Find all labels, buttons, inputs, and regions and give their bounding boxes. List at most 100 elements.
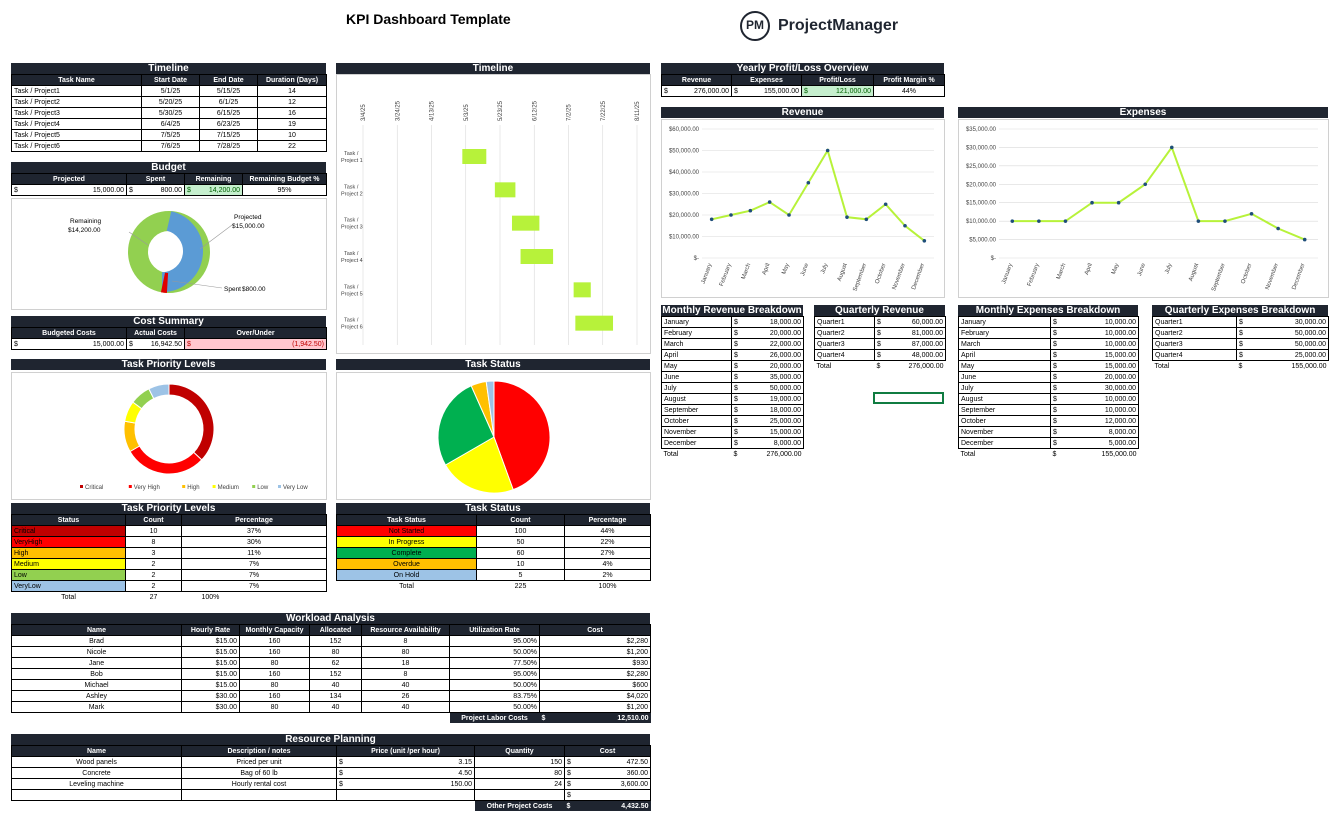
profit-profit-cell[interactable]: $121,000.00	[801, 85, 874, 97]
amount-cell[interactable]: $20,000.00	[731, 360, 804, 372]
status-total-pct[interactable]: 100%	[598, 582, 617, 590]
amount-cell[interactable]: $20,000.00	[1050, 371, 1139, 383]
workload-cell[interactable]: $600	[539, 679, 651, 691]
period-cell[interactable]: July	[661, 382, 732, 394]
priority-status-cell[interactable]: Medium	[11, 558, 126, 570]
period-cell[interactable]: January	[958, 316, 1051, 328]
resource-qty-cell[interactable]: 80	[474, 767, 565, 779]
total-label[interactable]: Total	[663, 450, 679, 458]
period-cell[interactable]: Quarter1	[1152, 316, 1237, 328]
status-count-cell[interactable]: 60	[476, 547, 565, 559]
budget-remaining-pct-cell[interactable]: 95%	[242, 184, 327, 196]
period-cell[interactable]: September	[661, 404, 732, 416]
timeline-cell[interactable]: 7/15/25	[199, 129, 258, 141]
workload-cell[interactable]: $2,280	[539, 668, 651, 680]
timeline-cell[interactable]: 6/15/25	[199, 107, 258, 119]
period-cell[interactable]: March	[661, 338, 732, 350]
timeline-cell[interactable]: 5/20/25	[141, 96, 200, 108]
workload-cell[interactable]: 18	[361, 657, 450, 669]
period-cell[interactable]: April	[958, 349, 1051, 361]
priority-count-cell[interactable]: 8	[125, 536, 182, 548]
workload-cell[interactable]: 152	[309, 635, 362, 647]
timeline-cell[interactable]: 7/28/25	[199, 140, 258, 152]
workload-cell[interactable]: 77.50%	[449, 657, 540, 669]
workload-cell[interactable]: 62	[309, 657, 362, 669]
resource-name-cell[interactable]: Concrete	[11, 767, 182, 779]
workload-cell[interactable]: $30.00	[181, 701, 240, 713]
budget-projected-cell[interactable]: $15,000.00	[11, 184, 127, 196]
timeline-cell[interactable]: 7/6/25	[141, 140, 200, 152]
period-cell[interactable]: Quarter4	[1152, 349, 1237, 361]
workload-cell[interactable]: 95.00%	[449, 668, 540, 680]
workload-cell[interactable]: 26	[361, 690, 450, 702]
timeline-cell[interactable]: 6/4/25	[141, 118, 200, 130]
period-cell[interactable]: April	[661, 349, 732, 361]
priority-status-cell[interactable]: High	[11, 547, 126, 559]
timeline-cell[interactable]: 5/1/25	[141, 85, 200, 97]
resource-desc-cell[interactable]: Priced per unit	[181, 756, 337, 768]
workload-cell[interactable]: 80	[239, 679, 310, 691]
priority-pct-cell[interactable]: 30%	[181, 536, 327, 548]
total-amount[interactable]: $155,000.00	[1237, 361, 1329, 372]
timeline-cell[interactable]: Task / Project3	[11, 107, 142, 119]
resource-desc-cell[interactable]	[181, 789, 337, 801]
total-amount[interactable]: $155,000.00	[1051, 449, 1139, 460]
total-label[interactable]: Total	[1154, 362, 1170, 370]
amount-cell[interactable]: $15,000.00	[731, 426, 804, 438]
period-cell[interactable]: Quarter3	[1152, 338, 1237, 350]
period-cell[interactable]: December	[661, 437, 732, 449]
cost-over-under-cell[interactable]: $ (1,942.50)	[184, 338, 327, 350]
period-cell[interactable]: September	[958, 404, 1051, 416]
amount-cell[interactable]: $50,000.00	[1236, 327, 1329, 339]
workload-cell[interactable]: $15.00	[181, 657, 240, 669]
amount-cell[interactable]: $19,000.00	[731, 393, 804, 405]
amount-cell[interactable]: $26,000.00	[731, 349, 804, 361]
profit-revenue-cell[interactable]: $276,000.00	[661, 85, 732, 97]
status-name-cell[interactable]: In Progress	[336, 536, 477, 548]
total-amount[interactable]: $276,000.00	[732, 449, 804, 460]
timeline-cell[interactable]: Task / Project2	[11, 96, 142, 108]
labor-costs-label[interactable]: Project Labor Costs	[449, 712, 540, 723]
workload-cell[interactable]: Brad	[11, 635, 182, 647]
priority-total-label[interactable]: Total	[61, 593, 76, 601]
priority-count-cell[interactable]: 10	[125, 525, 182, 537]
resource-cost-cell[interactable]: $472.50	[564, 756, 651, 768]
resource-qty-cell[interactable]: 150	[474, 756, 565, 768]
period-cell[interactable]: Quarter3	[814, 338, 875, 350]
amount-cell[interactable]: $12,000.00	[1050, 415, 1139, 427]
status-name-cell[interactable]: Complete	[336, 547, 477, 559]
workload-cell[interactable]: $15.00	[181, 679, 240, 691]
workload-cell[interactable]: 8	[361, 668, 450, 680]
resource-price-cell[interactable]: $3.15	[336, 756, 475, 768]
amount-cell[interactable]: $35,000.00	[731, 371, 804, 383]
workload-cell[interactable]: 80	[361, 646, 450, 658]
timeline-cell[interactable]: 19	[257, 118, 327, 130]
amount-cell[interactable]: $50,000.00	[731, 382, 804, 394]
amount-cell[interactable]: $25,000.00	[1236, 349, 1329, 361]
priority-count-cell[interactable]: 2	[125, 569, 182, 581]
amount-cell[interactable]: $10,000.00	[1050, 327, 1139, 339]
timeline-cell[interactable]: 22	[257, 140, 327, 152]
amount-cell[interactable]: $81,000.00	[874, 327, 946, 339]
workload-cell[interactable]: 160	[239, 635, 310, 647]
workload-cell[interactable]: Bob	[11, 668, 182, 680]
amount-cell[interactable]: $8,000.00	[1050, 426, 1139, 438]
period-cell[interactable]: August	[958, 393, 1051, 405]
total-label[interactable]: Total	[816, 362, 832, 370]
amount-cell[interactable]: $5,000.00	[1050, 437, 1139, 449]
cost-budgeted-cell[interactable]: $15,000.00	[11, 338, 127, 350]
amount-cell[interactable]: $60,000.00	[874, 316, 946, 328]
resource-qty-cell[interactable]	[474, 789, 565, 801]
workload-cell[interactable]: 40	[309, 679, 362, 691]
period-cell[interactable]: May	[958, 360, 1051, 372]
resource-desc-cell[interactable]: Bag of 60 lb	[181, 767, 337, 779]
amount-cell[interactable]: $10,000.00	[1050, 393, 1139, 405]
labor-costs-total[interactable]: $12,510.00	[539, 712, 651, 723]
period-cell[interactable]: May	[661, 360, 732, 372]
period-cell[interactable]: October	[661, 415, 732, 427]
workload-cell[interactable]: $30.00	[181, 690, 240, 702]
status-name-cell[interactable]: Not Started	[336, 525, 477, 537]
amount-cell[interactable]: $30,000.00	[1050, 382, 1139, 394]
workload-cell[interactable]: 8	[361, 635, 450, 647]
resource-qty-cell[interactable]: 24	[474, 778, 565, 790]
